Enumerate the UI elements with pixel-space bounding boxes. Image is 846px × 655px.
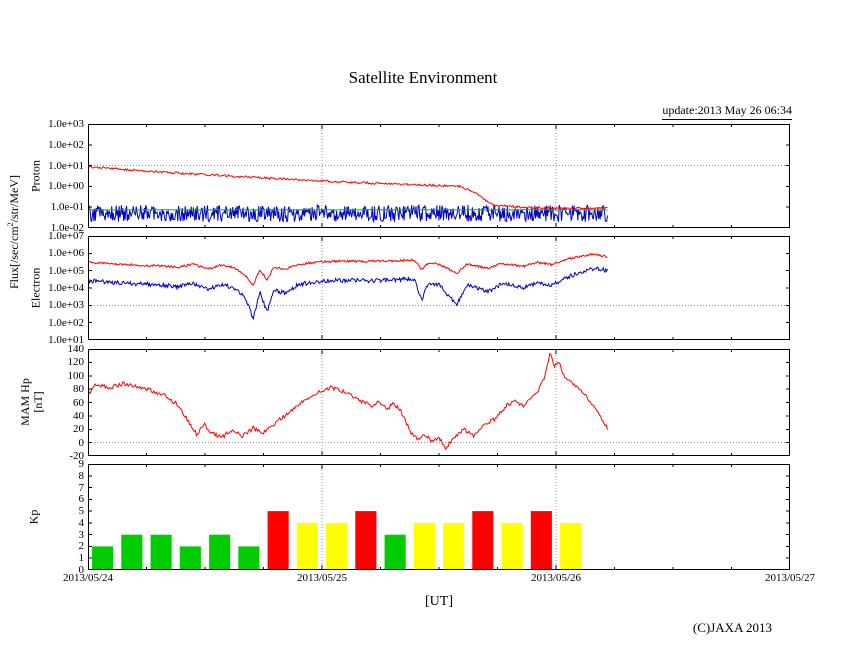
kp-bar bbox=[121, 534, 143, 570]
electron-blue-trace bbox=[88, 266, 608, 320]
y-tick-label: 40 bbox=[73, 409, 84, 422]
kp-bar bbox=[413, 522, 435, 570]
proton-flux-panel bbox=[88, 124, 790, 228]
y-tick-label: 6 bbox=[78, 493, 85, 506]
y-tick-label: 100 bbox=[67, 369, 85, 382]
y-tick-label: 80 bbox=[73, 383, 84, 396]
y-tick-label: 20 bbox=[73, 423, 84, 436]
proton-green-trace bbox=[88, 208, 608, 211]
electron-chart bbox=[88, 236, 790, 340]
y-tick-label: 1.0e-01 bbox=[50, 201, 84, 214]
y-tick-label: 60 bbox=[73, 396, 84, 409]
y-tick-label: 0 bbox=[78, 436, 85, 449]
proton-red-trace bbox=[88, 165, 608, 211]
kp-index-panel bbox=[88, 464, 790, 570]
hp-red-trace bbox=[88, 352, 608, 451]
kp-chart bbox=[88, 464, 790, 570]
x-tick-label-0524: 2013/05/24 bbox=[62, 572, 114, 584]
electron-flux-panel bbox=[88, 236, 790, 340]
mam-hp-panel bbox=[88, 349, 790, 456]
kp-bar bbox=[267, 511, 289, 570]
kp-bar bbox=[384, 534, 406, 570]
y-tick-label: 1.0e+00 bbox=[48, 180, 84, 193]
kp-bar bbox=[209, 534, 231, 570]
y-tick-label: 1.0e+03 bbox=[48, 118, 84, 130]
kp-bar bbox=[150, 534, 172, 570]
y-tick-label: 120 bbox=[67, 356, 85, 369]
kp-bar bbox=[530, 511, 552, 570]
y-tick-label: 4 bbox=[78, 516, 85, 529]
y-tick-label: 140 bbox=[67, 343, 85, 355]
proton-blue-trace bbox=[88, 203, 608, 224]
proton-chart bbox=[88, 124, 790, 228]
mam-chart bbox=[88, 349, 790, 456]
kp-bar bbox=[443, 522, 465, 570]
y-tick-label: 9 bbox=[78, 458, 85, 470]
y-tick-label: 1.0e+07 bbox=[48, 230, 84, 242]
update-timestamp: update:2013 May 26 06:34 bbox=[662, 103, 792, 120]
plot-title: Satellite Environment bbox=[348, 68, 498, 87]
kp-bar bbox=[355, 511, 377, 570]
y-tick-label: 8 bbox=[78, 469, 85, 482]
y-tick-label: -20 bbox=[69, 450, 84, 462]
y-tick-label: 0 bbox=[78, 564, 85, 576]
y-tick-label: 1.0e+02 bbox=[48, 138, 84, 151]
y-tick-label: 1.0e+01 bbox=[48, 334, 84, 346]
y-tick-label: 7 bbox=[78, 481, 85, 494]
y-tick-label: 1.0e+05 bbox=[48, 264, 84, 277]
kp-bar bbox=[560, 522, 582, 570]
y-tick-label: 1.0e+06 bbox=[48, 247, 84, 260]
y-tick-label: 1 bbox=[78, 552, 85, 565]
kp-bar bbox=[296, 522, 318, 570]
x-tick-label-0527: 2013/05/27 bbox=[764, 572, 816, 584]
electron-red-trace bbox=[88, 252, 608, 286]
x-tick-label-0526: 2013/05/26 bbox=[530, 572, 582, 584]
kp-bar bbox=[501, 522, 523, 570]
x-axis-label: [UT] bbox=[425, 594, 453, 609]
y-tick-label: 5 bbox=[78, 505, 85, 518]
y-tick-label: 1.0e+01 bbox=[48, 159, 84, 172]
kp-bar bbox=[238, 546, 260, 570]
y-tick-label: 3 bbox=[78, 528, 85, 541]
kp-bar bbox=[92, 546, 114, 570]
y-tick-label: 1.0e+04 bbox=[48, 282, 84, 294]
y-tick-label: 1.0e-02 bbox=[50, 222, 84, 234]
y-tick-label: 1.0e+02 bbox=[48, 316, 84, 329]
copyright-text: (C)JAXA 2013 bbox=[692, 620, 772, 635]
x-tick-label-0525: 2013/05/25 bbox=[296, 572, 348, 584]
kp-bar bbox=[326, 522, 348, 570]
y-tick-label: 1.0e+03 bbox=[48, 299, 84, 312]
y-tick-label: 2 bbox=[78, 540, 85, 553]
kp-bar bbox=[472, 511, 494, 570]
kp-bar bbox=[179, 546, 201, 570]
